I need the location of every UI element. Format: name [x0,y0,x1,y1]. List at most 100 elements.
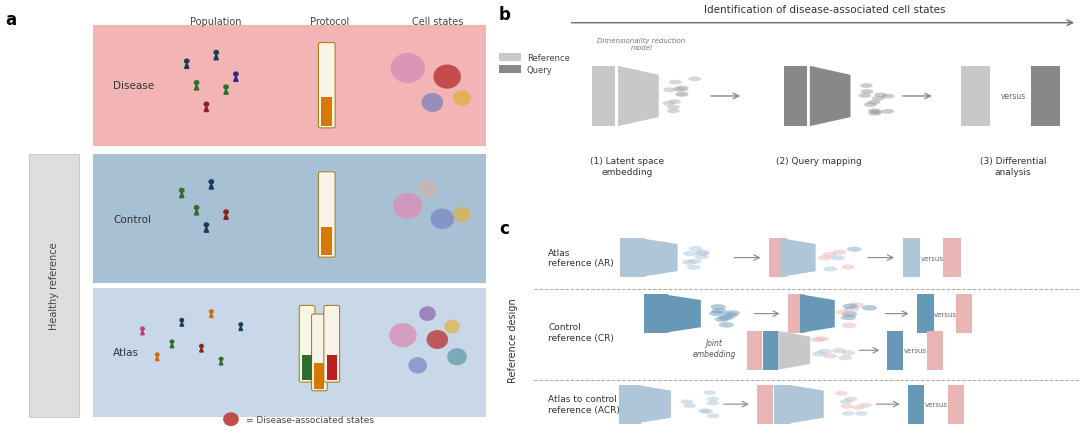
Circle shape [874,93,887,98]
Circle shape [815,336,829,341]
Text: Reference design: Reference design [509,298,518,382]
Circle shape [185,60,189,64]
Circle shape [204,224,208,227]
Circle shape [838,355,852,360]
Bar [787,295,806,333]
Circle shape [714,316,729,322]
Circle shape [444,320,460,334]
Text: Cell states: Cell states [411,17,463,27]
Bar [757,385,773,424]
Circle shape [210,310,213,313]
Circle shape [673,87,685,92]
Text: (2) Query mapping: (2) Query mapping [775,157,862,166]
Circle shape [663,88,676,93]
Text: Healthy reference: Healthy reference [49,242,59,330]
Circle shape [872,97,885,101]
Circle shape [823,353,837,359]
Circle shape [860,84,873,89]
Circle shape [393,194,422,219]
Polygon shape [635,385,671,424]
Circle shape [180,319,184,322]
Circle shape [847,247,861,252]
Circle shape [419,307,436,321]
Circle shape [696,251,710,256]
Circle shape [224,412,239,426]
Circle shape [861,90,874,95]
FancyBboxPatch shape [319,43,335,129]
Polygon shape [194,85,199,91]
Circle shape [454,207,471,223]
Circle shape [841,323,856,329]
Circle shape [662,101,675,106]
Circle shape [684,403,696,408]
Text: Control: Control [113,214,151,224]
Circle shape [832,348,846,353]
Bar [784,67,807,127]
Bar [774,385,791,424]
Circle shape [881,110,894,114]
Polygon shape [204,107,208,112]
Bar [644,295,669,333]
Bar [769,239,786,277]
Bar [927,331,943,370]
Circle shape [239,323,243,326]
Text: Atlas: Atlas [113,347,139,358]
Text: Identification of disease-associated cell states: Identification of disease-associated cel… [703,5,945,15]
Circle shape [841,411,854,416]
Bar [887,331,903,370]
Polygon shape [219,361,222,365]
Circle shape [431,209,454,230]
Polygon shape [663,295,701,333]
Circle shape [867,101,880,105]
Bar [322,98,333,127]
Circle shape [696,250,710,255]
Circle shape [666,105,679,110]
Circle shape [711,304,726,310]
Polygon shape [194,210,199,215]
Circle shape [694,255,708,260]
Circle shape [849,303,864,308]
Polygon shape [224,214,228,220]
Circle shape [706,401,719,405]
Circle shape [703,390,716,395]
Circle shape [852,405,865,410]
Bar [93,288,486,417]
Text: = Disease-associated states: = Disease-associated states [246,415,374,424]
Polygon shape [224,89,228,95]
Circle shape [812,351,826,356]
Bar [619,385,640,424]
Circle shape [171,340,174,344]
Circle shape [841,350,855,356]
Circle shape [706,414,719,418]
Circle shape [156,353,159,356]
FancyBboxPatch shape [324,306,339,382]
Text: Atlas
reference (AR): Atlas reference (AR) [549,248,615,268]
Circle shape [194,206,199,210]
Bar [314,364,324,389]
Bar [327,355,337,381]
Circle shape [681,260,696,265]
Circle shape [675,93,688,98]
Bar [322,227,333,256]
FancyBboxPatch shape [299,306,315,382]
Circle shape [454,91,471,107]
Circle shape [840,404,853,409]
Circle shape [389,323,417,347]
Circle shape [194,82,199,85]
Circle shape [831,256,845,261]
Polygon shape [171,344,174,348]
Polygon shape [210,313,213,318]
Circle shape [233,73,238,77]
Circle shape [833,250,847,255]
Circle shape [836,310,851,315]
Polygon shape [179,193,184,198]
Circle shape [698,408,711,413]
Circle shape [845,307,860,312]
Text: versus: versus [1000,92,1026,101]
Circle shape [835,391,848,396]
Bar [956,295,972,333]
Text: Dimensionality reduction
model: Dimensionality reduction model [597,38,686,51]
Circle shape [433,65,461,89]
Text: versus: versus [904,347,927,353]
Circle shape [204,103,208,107]
